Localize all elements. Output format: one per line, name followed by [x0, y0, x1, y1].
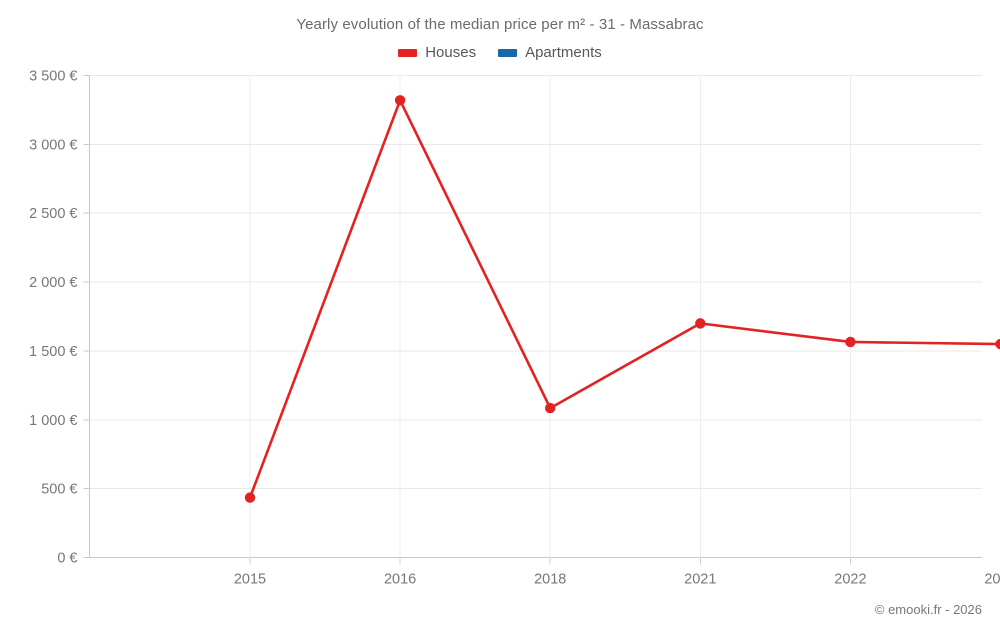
x-axis-tick-label: 2025 [984, 572, 1000, 588]
data-point-houses[interactable] [394, 95, 406, 106]
y-axis-tick-label: 2 500 € [29, 206, 77, 222]
y-axis-tick-label: 2 000 € [29, 275, 77, 291]
chart-legend: Houses Apartments [0, 44, 1000, 61]
y-axis-tick-label: 3 000 € [29, 137, 77, 153]
x-axis-tick-label: 2022 [834, 572, 866, 588]
y-axis-tick-label: 1 500 € [29, 344, 77, 360]
legend-item-houses[interactable]: Houses [398, 44, 476, 61]
chart-title: Yearly evolution of the median price per… [296, 16, 704, 33]
legend-swatch-apartments [498, 48, 518, 57]
data-point-houses[interactable] [695, 318, 706, 329]
legend-label-houses: Houses [425, 44, 477, 61]
x-axis-tick-label: 2021 [684, 572, 716, 588]
x-axis-tick-label: 2016 [384, 572, 416, 588]
data-point-houses[interactable] [545, 402, 556, 414]
y-axis-tick-label: 3 500 € [29, 69, 77, 85]
legend-label-apartments: Apartments [525, 44, 602, 61]
y-axis-tick-label: 500 € [41, 482, 77, 498]
y-axis-tick-label: 1 000 € [29, 413, 77, 429]
legend-swatch-houses [398, 48, 418, 57]
legend-item-apartments[interactable]: Apartments [498, 44, 602, 61]
x-axis-tick-label: 2018 [534, 572, 566, 588]
data-point-houses[interactable] [845, 336, 856, 348]
data-point-houses[interactable] [244, 492, 256, 503]
data-point-houses[interactable] [995, 338, 1000, 350]
y-axis-tick-label: 0 € [57, 551, 77, 567]
footer-credit: © emooki.fr - 2026 [874, 602, 982, 617]
x-axis-tick-label: 2015 [234, 572, 266, 588]
series-line-houses [248, 98, 1000, 499]
